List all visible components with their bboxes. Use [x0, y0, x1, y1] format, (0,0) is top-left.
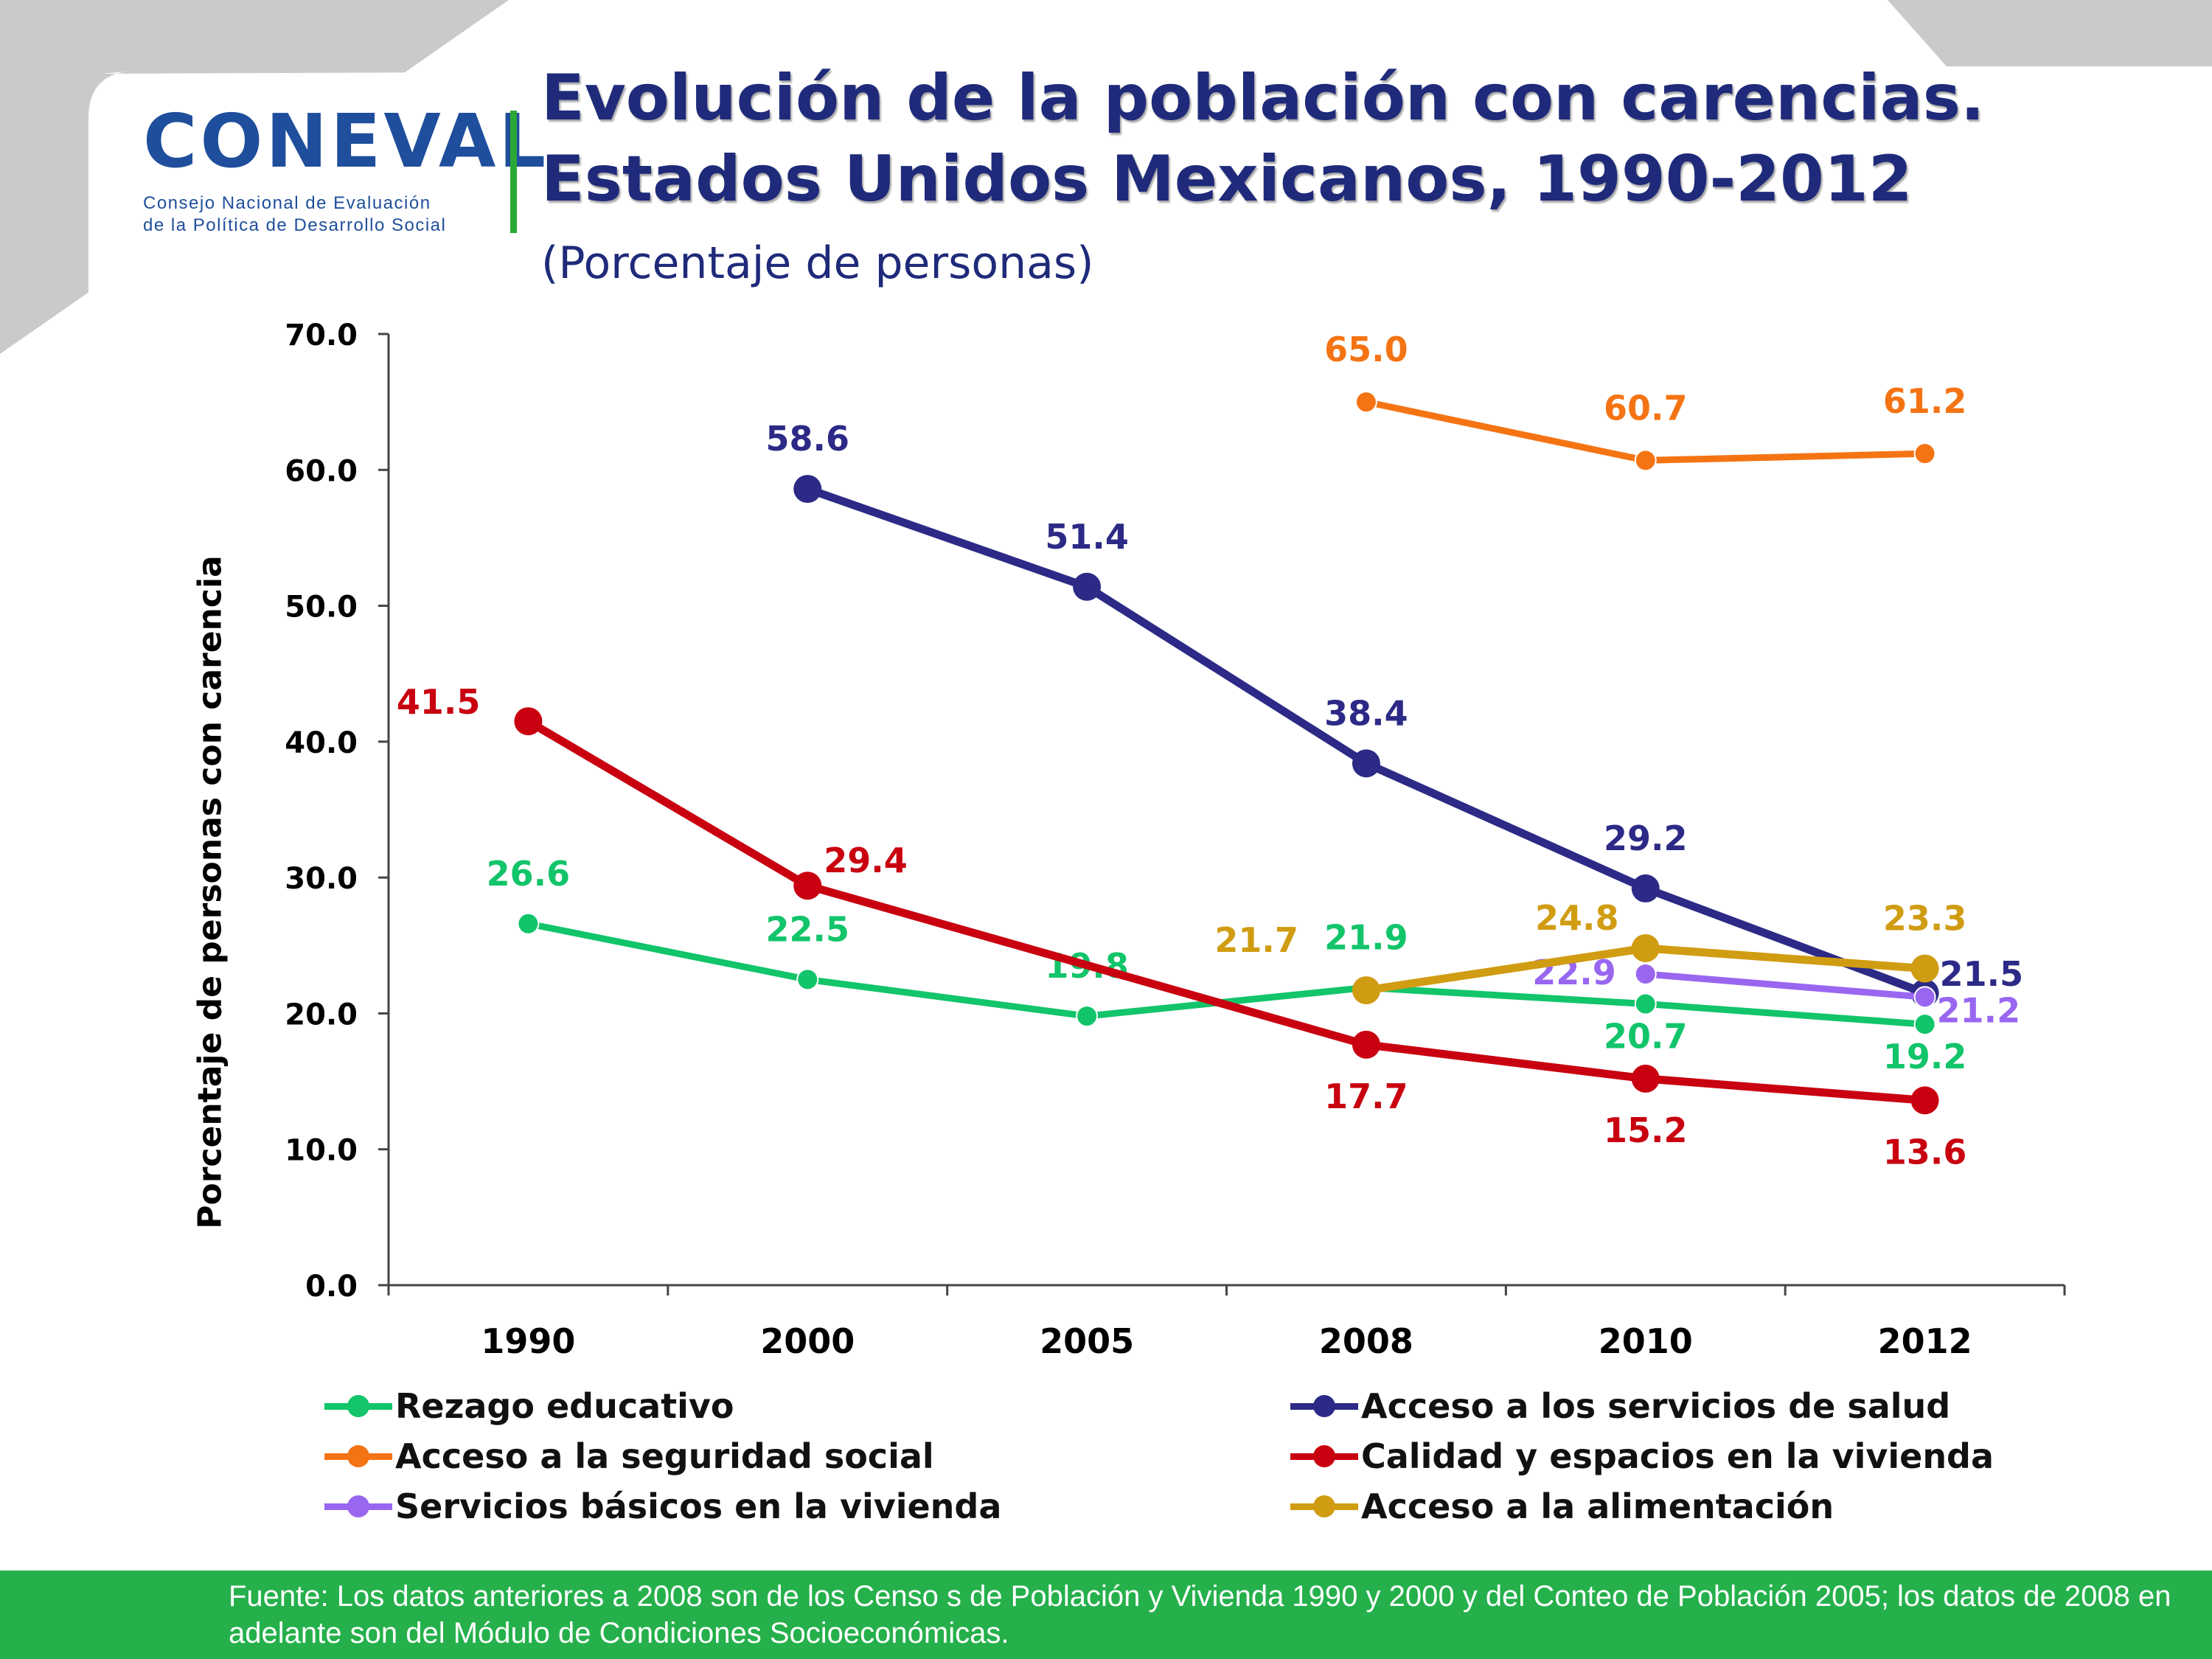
- data-label: 24.8: [1535, 898, 1619, 938]
- legend-item: Calidad y espacios en la vivienda: [1290, 1436, 1994, 1476]
- header-divider: [510, 111, 517, 233]
- x-tick-label: 2012: [1878, 1321, 1972, 1361]
- data-label: 21.2: [1937, 990, 2021, 1030]
- data-point: [793, 475, 822, 504]
- logo-subtitle-line1: Consejo Nacional de Evaluación: [143, 193, 431, 213]
- data-point: [1352, 976, 1380, 1005]
- data-point: [1631, 1064, 1660, 1093]
- data-point: [793, 872, 822, 900]
- y-tick-label: 30.0: [285, 862, 358, 896]
- data-point: [1634, 449, 1657, 472]
- data-label: 29.2: [1604, 818, 1688, 858]
- legend-swatch: [324, 1441, 392, 1471]
- data-label: 41.5: [397, 682, 481, 722]
- legend-swatch: [1290, 1391, 1358, 1421]
- x-tick-label: 2010: [1599, 1321, 1693, 1361]
- data-label: 60.7: [1604, 388, 1688, 428]
- data-label: 38.4: [1324, 693, 1408, 733]
- legend-marker: [347, 1495, 369, 1517]
- page-subtitle: (Porcentaje de personas): [541, 237, 1094, 289]
- content-panel: [88, 66, 2212, 1571]
- legend-swatch: [1290, 1492, 1358, 1521]
- legend-marker: [1313, 1495, 1335, 1517]
- data-label: 29.4: [824, 841, 908, 880]
- legend-item: Servicios básicos en la vivienda: [324, 1486, 1001, 1526]
- data-point: [1913, 1013, 1936, 1036]
- legend-marker: [347, 1395, 369, 1417]
- data-point: [1910, 1086, 1939, 1115]
- data-point: [796, 968, 819, 991]
- data-point: [1913, 986, 1936, 1009]
- footer-bar: Fuente: Los datos anteriores a 2008 son …: [0, 1571, 2212, 1659]
- data-point: [1631, 874, 1660, 902]
- data-label: 26.6: [487, 854, 571, 894]
- series-line: [1645, 970, 1925, 1001]
- legend-item: Acceso a los servicios de salud: [1290, 1386, 1950, 1426]
- y-tick-label: 20.0: [285, 998, 358, 1032]
- y-tick-label: 60.0: [285, 454, 358, 488]
- x-tick-label: 2000: [760, 1321, 855, 1361]
- data-point: [517, 912, 540, 935]
- data-label: 61.2: [1883, 381, 1967, 421]
- data-label: 17.7: [1324, 1077, 1408, 1116]
- y-tick-label: 0.0: [305, 1270, 358, 1304]
- data-point: [1076, 1005, 1099, 1028]
- corner-shape-right: [1888, 0, 2212, 66]
- data-label: 23.3: [1883, 899, 1967, 939]
- source-note: Fuente: Los datos anteriores a 2008 son …: [229, 1580, 2171, 1649]
- legend-label: Acceso a la alimentación: [1361, 1486, 1834, 1526]
- y-tick-label: 40.0: [285, 726, 358, 760]
- data-label: 22.5: [766, 909, 850, 949]
- legend-label: Servicios básicos en la vivienda: [395, 1486, 1002, 1526]
- y-tick-label: 50.0: [285, 591, 358, 625]
- page-title-line1: Evolución de la población con carencias.: [541, 61, 1985, 135]
- legend-marker: [1313, 1445, 1335, 1467]
- x-tick-label: 2005: [1040, 1321, 1134, 1361]
- data-label: 21.7: [1214, 920, 1298, 960]
- legend-label: Rezago educativo: [395, 1386, 734, 1426]
- legend-swatch: [324, 1391, 392, 1421]
- data-point: [1354, 391, 1377, 414]
- legend-item: Rezago educativo: [324, 1386, 734, 1426]
- logo-wordmark: CONEVAL: [143, 98, 549, 184]
- data-label: 65.0: [1324, 330, 1408, 369]
- legend-swatch: [324, 1492, 392, 1521]
- data-label: 20.7: [1604, 1017, 1688, 1057]
- data-point: [1631, 933, 1660, 962]
- data-label: 21.9: [1324, 917, 1408, 957]
- data-label: 13.6: [1883, 1132, 1967, 1172]
- data-point: [1913, 442, 1936, 465]
- logo-subtitle-line2: de la Política de Desarrollo Social: [143, 215, 447, 235]
- data-point: [1910, 954, 1939, 983]
- legend-swatch: [1290, 1441, 1358, 1471]
- legend-label: Acceso a los servicios de salud: [1361, 1386, 1951, 1426]
- data-point: [1073, 572, 1102, 601]
- data-point: [1634, 992, 1657, 1015]
- data-label: 51.4: [1045, 517, 1129, 557]
- legend-item: Acceso a la alimentación: [1290, 1486, 1834, 1526]
- legend-item: Acceso a la seguridad social: [324, 1436, 934, 1476]
- y-tick-label: 10.0: [285, 1134, 358, 1168]
- x-tick-label: 2008: [1319, 1321, 1413, 1361]
- data-point: [514, 707, 543, 736]
- data-label: 21.5: [1940, 954, 2024, 994]
- data-point: [1352, 1030, 1380, 1059]
- data-label: 15.2: [1604, 1110, 1688, 1150]
- data-label: 19.2: [1883, 1037, 1967, 1077]
- data-point: [1352, 749, 1380, 778]
- legend-label: Acceso a la seguridad social: [395, 1436, 934, 1476]
- data-label: 58.6: [766, 419, 850, 459]
- legend-marker: [1313, 1395, 1335, 1417]
- chart-legend: Rezago educativo Acceso a los servicios d…: [324, 1386, 2020, 1541]
- legend-marker: [347, 1445, 369, 1467]
- page-title-line2: Estados Unidos Mexicanos, 1990-2012: [541, 142, 1913, 216]
- y-tick-label: 70.0: [285, 319, 358, 352]
- legend-label: Calidad y espacios en la vivienda: [1361, 1436, 1994, 1476]
- x-tick-label: 1990: [481, 1321, 575, 1361]
- data-point: [1634, 962, 1657, 985]
